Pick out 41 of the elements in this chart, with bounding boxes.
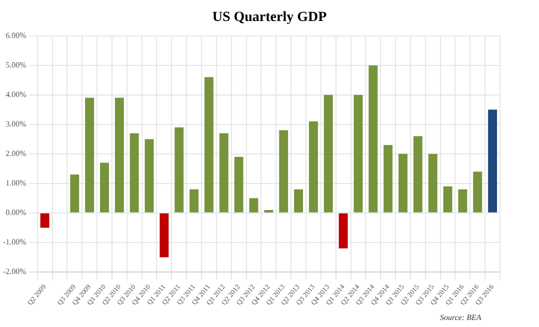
bar	[219, 133, 228, 212]
bar	[473, 172, 482, 212]
bar	[114, 98, 124, 212]
bar	[130, 133, 139, 212]
bar	[428, 154, 438, 212]
bar	[160, 213, 169, 258]
bar	[413, 136, 422, 212]
bar	[100, 162, 109, 212]
bar	[458, 189, 468, 212]
bar	[354, 94, 363, 212]
y-tick-label: 5.00%	[6, 60, 27, 70]
bar	[234, 156, 244, 212]
bar	[70, 174, 80, 212]
y-tick-label: 6.00%	[6, 30, 27, 40]
bar	[144, 139, 154, 212]
bar	[204, 77, 214, 212]
y-tick-label: -2.00%	[3, 267, 27, 276]
bar	[249, 198, 258, 212]
bar	[368, 65, 378, 212]
bar	[294, 189, 303, 212]
bar	[190, 189, 199, 212]
bar	[443, 186, 452, 212]
source-note: Source: BEA	[440, 313, 482, 322]
y-tick-label: 2.00%	[6, 148, 27, 158]
y-tick-label: 4.00%	[6, 90, 27, 99]
bar	[488, 110, 498, 212]
bar	[338, 213, 348, 248]
bar	[324, 94, 333, 212]
bar	[264, 210, 274, 212]
y-tick-label: 0.00%	[6, 208, 27, 218]
bar	[384, 145, 393, 212]
bar	[308, 121, 318, 212]
bar	[85, 98, 94, 212]
bar	[174, 127, 184, 212]
bar	[279, 130, 288, 212]
y-tick-label: 1.00%	[6, 178, 27, 188]
y-tick-label: -1.00%	[3, 238, 27, 247]
chart-title: US Quarterly GDP	[211, 10, 328, 26]
bar	[398, 154, 408, 212]
y-tick-label: 3.00%	[6, 119, 27, 128]
bar	[40, 213, 50, 228]
